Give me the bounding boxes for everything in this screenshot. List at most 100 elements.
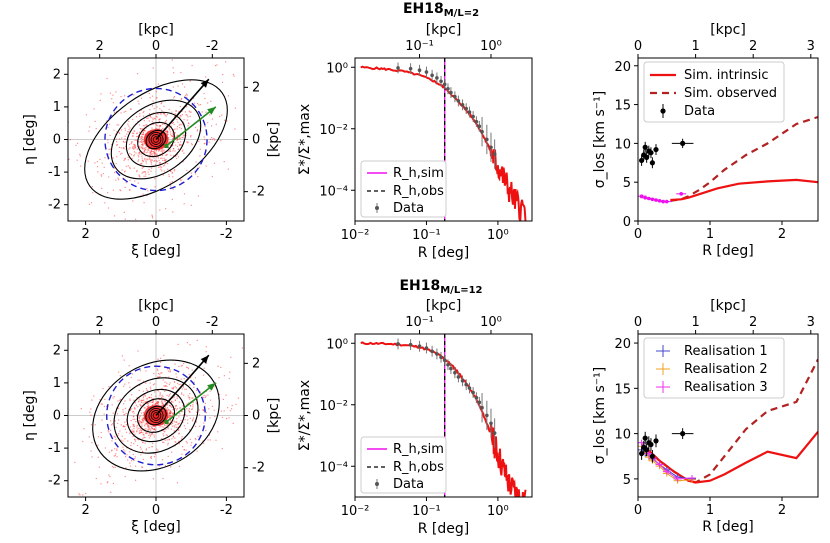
particle <box>177 148 179 150</box>
particle <box>124 157 126 159</box>
data-point <box>424 346 429 350</box>
particle <box>163 159 166 161</box>
particle <box>158 120 160 123</box>
particle <box>164 160 166 162</box>
particle <box>176 139 178 141</box>
particle <box>142 131 145 133</box>
dispersion-content <box>638 358 818 484</box>
particle <box>183 449 185 451</box>
particle <box>133 425 135 427</box>
data-point <box>680 431 686 437</box>
particle <box>153 150 155 152</box>
particle <box>108 474 110 476</box>
particle <box>169 368 171 371</box>
particle <box>139 163 141 165</box>
legend-label-rh-obs: R_h,obs <box>393 460 444 475</box>
particle <box>107 207 110 209</box>
particle <box>131 154 133 156</box>
particle <box>176 126 179 128</box>
particle <box>129 431 131 433</box>
particle <box>163 112 165 114</box>
particle <box>129 451 131 453</box>
particle <box>150 388 152 390</box>
particle <box>119 132 121 135</box>
particle <box>169 370 171 372</box>
particle <box>161 154 164 157</box>
particle <box>129 409 131 411</box>
particle <box>137 100 139 102</box>
particle <box>154 425 156 428</box>
particle <box>179 426 181 428</box>
orbit-arrow <box>167 106 217 146</box>
particle <box>118 178 120 181</box>
particle <box>143 407 145 409</box>
particle <box>174 150 176 152</box>
particle <box>158 159 160 162</box>
particle <box>166 131 169 133</box>
particle <box>120 112 122 114</box>
density-contour <box>126 388 186 443</box>
particle <box>172 135 174 137</box>
particle <box>176 376 178 378</box>
particle <box>155 123 157 125</box>
particle <box>174 399 176 401</box>
particle <box>144 425 146 427</box>
particle <box>110 429 112 431</box>
particle <box>136 415 138 417</box>
particle <box>171 111 173 113</box>
particle <box>123 141 125 143</box>
particle <box>120 424 122 426</box>
particle <box>174 386 176 388</box>
particle <box>146 158 148 160</box>
particle <box>122 177 124 179</box>
particle <box>153 434 155 436</box>
right-tick-label: 2 <box>252 356 260 371</box>
particle <box>154 178 156 180</box>
particle <box>229 371 231 373</box>
particle <box>250 117 251 118</box>
particle <box>205 346 207 348</box>
particle <box>140 448 142 450</box>
particle <box>156 153 158 155</box>
particle <box>191 104 193 106</box>
particle <box>135 404 137 406</box>
particle <box>143 175 145 177</box>
particle <box>191 420 194 422</box>
particle <box>144 428 146 430</box>
particle <box>163 105 165 107</box>
particle <box>157 369 159 372</box>
particle <box>187 142 189 144</box>
data-point <box>460 103 465 107</box>
particle <box>142 141 144 143</box>
particle <box>168 394 170 396</box>
particle <box>215 439 217 441</box>
particle <box>178 465 181 468</box>
particle <box>172 188 174 190</box>
particle <box>157 372 159 375</box>
particle <box>158 376 160 378</box>
particle <box>199 392 201 394</box>
particle <box>149 428 151 430</box>
particle <box>149 152 151 154</box>
particle <box>149 151 151 153</box>
particle <box>158 150 160 152</box>
particle <box>147 149 149 151</box>
particle <box>116 124 118 126</box>
y-tick-label: 10⁻⁴ <box>319 460 348 475</box>
particle <box>108 431 110 433</box>
particle <box>114 436 116 438</box>
x-tick-label: 0 <box>152 503 160 518</box>
particle <box>110 420 112 422</box>
particle <box>158 398 160 401</box>
particle <box>117 262 118 263</box>
particle <box>189 393 191 395</box>
particle <box>223 375 225 377</box>
particle <box>141 399 143 401</box>
particle <box>90 424 92 426</box>
particle <box>170 411 172 413</box>
particle <box>178 138 181 140</box>
orbit-arrow-head <box>207 106 216 115</box>
particle <box>180 179 182 182</box>
particle <box>178 401 180 403</box>
right-axis-label: [kpc] <box>266 398 282 434</box>
